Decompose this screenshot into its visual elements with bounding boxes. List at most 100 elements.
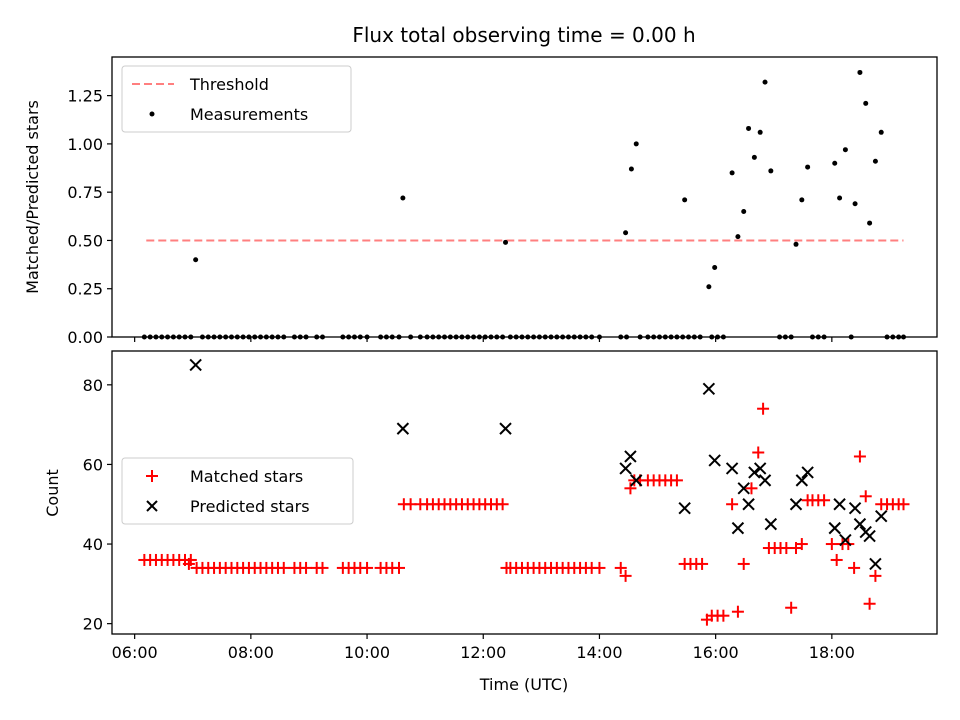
top-legend: Threshold Measurements <box>121 65 352 133</box>
measurement-point <box>193 257 199 263</box>
matched-stars-point <box>737 557 750 570</box>
matched-stars-point <box>848 561 861 574</box>
top-legend-box <box>121 65 352 133</box>
measurement-point <box>628 166 634 172</box>
predicted-stars-point <box>839 533 852 547</box>
matched-stars-point <box>496 498 509 511</box>
predicted-stars-point <box>737 482 750 495</box>
measurements-legend-marker <box>149 111 155 117</box>
x-tick-label: 10:00 <box>344 643 390 662</box>
threshold-legend-label: Threshold <box>189 75 269 94</box>
x-tick-label: 18:00 <box>809 643 855 662</box>
bottom-y-axis-label: Count <box>43 469 62 517</box>
measurement-point <box>623 230 629 236</box>
measurements-legend-label: Measurements <box>190 105 308 124</box>
matched-stars-point <box>361 561 374 574</box>
matched-stars-point <box>859 490 872 503</box>
predicted-stars-point <box>801 466 814 479</box>
matched-stars-point <box>897 498 910 511</box>
matched-stars-point <box>731 605 744 618</box>
matched-stars-point <box>277 561 290 574</box>
x-tick-label: 14:00 <box>576 643 622 662</box>
matched-stars-point <box>726 498 739 511</box>
measurement-point <box>872 158 878 164</box>
measurement-point <box>768 168 774 174</box>
matched-stars-point <box>818 494 831 507</box>
top-y-tick-label: 0.25 <box>67 280 103 299</box>
matched-stars-point <box>300 561 313 574</box>
measurement-point <box>682 197 688 203</box>
predicted-stars-point <box>789 498 803 511</box>
predicted-stars-point <box>499 422 512 435</box>
predicted-stars-point <box>828 521 841 535</box>
predicted-stars-point <box>848 502 862 515</box>
predicted-stars-point <box>833 498 846 511</box>
bottom-y-tick-label: 80 <box>83 376 103 395</box>
predicted-stars-point <box>630 474 643 487</box>
top-y-tick-label: 0.50 <box>67 231 103 250</box>
predicted-stars-point <box>624 450 637 463</box>
measurement-point <box>867 220 873 226</box>
matched-stars-legend-marker <box>146 470 158 482</box>
matched-stars-point <box>825 538 838 551</box>
predicted-stars-point <box>758 474 772 487</box>
predicted-stars-point <box>869 557 882 571</box>
measurement-point <box>878 129 884 135</box>
bottom-legend-box <box>121 457 354 525</box>
top-plot-frame <box>111 56 938 338</box>
predicted-stars-point <box>875 509 888 523</box>
matched-stars-legend-label: Matched stars <box>190 467 303 486</box>
bottom-plot: 20 40 60 80 06:00 08:00 10:00 12:00 14:00 16:00 1… <box>43 350 938 694</box>
predicted-stars-point <box>764 517 778 531</box>
matched-stars-point <box>393 561 406 574</box>
bottom-legend: Matched stars Predicted stars <box>121 457 354 525</box>
measurement-point <box>832 160 838 166</box>
matched-stars-point <box>863 597 876 610</box>
measurement-point <box>751 154 757 160</box>
predicted-stars-point <box>702 382 716 396</box>
matched-stars-point <box>619 569 632 582</box>
matched-stars-point <box>593 561 606 574</box>
matched-stars-point <box>795 538 808 551</box>
measurement-point <box>741 208 747 214</box>
predicted-stars-point <box>863 529 876 543</box>
top-y-tick-label: 1.25 <box>67 87 103 106</box>
top-y-tick-label: 0.75 <box>67 183 103 202</box>
measurement-point <box>729 170 735 176</box>
measurement-point <box>746 125 752 131</box>
measurement-point <box>793 241 799 247</box>
matched-stars-point <box>696 557 709 570</box>
predicted-stars-point <box>853 517 867 531</box>
top-y-axis-label: Matched/Predicted stars <box>23 100 42 294</box>
matched-stars-point <box>853 450 866 463</box>
predicted-stars-legend-label: Predicted stars <box>190 497 310 516</box>
matched-stars-point <box>624 482 637 495</box>
predicted-stars-point <box>748 466 761 479</box>
measurement-point <box>863 100 869 106</box>
bottom-plot-frame <box>111 350 938 635</box>
matched-stars-point <box>670 474 683 487</box>
matched-stars-point <box>745 482 758 495</box>
measurement-point <box>503 239 509 245</box>
top-y-tick-label: 0.00 <box>67 328 103 347</box>
matched-stars-point <box>614 561 627 574</box>
bottom-y-tick-label: 20 <box>83 615 103 634</box>
measurement-point <box>633 141 639 147</box>
top-chart-title: Flux total observing time = 0.00 h <box>352 23 695 47</box>
measurement-point <box>712 264 718 270</box>
measurement-point <box>706 284 712 290</box>
matched-stars-point <box>752 446 765 459</box>
predicted-stars-point <box>725 462 739 475</box>
measurement-point <box>837 195 843 201</box>
top-x-ticks <box>134 337 833 342</box>
matched-stars-point <box>785 601 798 614</box>
measurement-point <box>852 201 858 207</box>
measurement-point <box>842 147 848 153</box>
counts-layer <box>138 358 910 626</box>
measurement-point <box>400 195 406 201</box>
predicted-stars-point <box>742 498 755 511</box>
measurement-point <box>757 129 763 135</box>
predicted-stars-point <box>678 502 691 515</box>
measurement-point <box>805 164 811 170</box>
